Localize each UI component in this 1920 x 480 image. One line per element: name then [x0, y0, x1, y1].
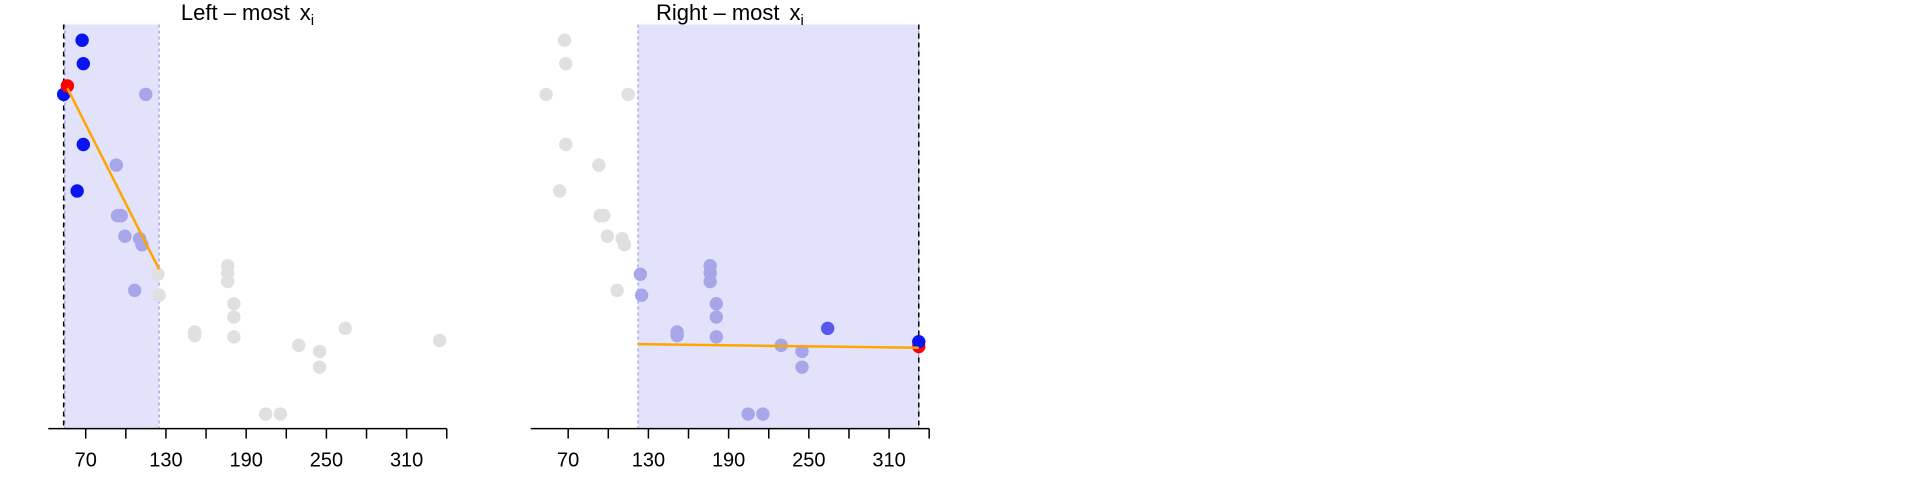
- point: [709, 310, 724, 324]
- x-tick-label: 310: [872, 450, 905, 472]
- point: [539, 87, 553, 102]
- point: [709, 330, 724, 344]
- x-tick-label: 250: [310, 450, 343, 472]
- point: [338, 321, 352, 336]
- x-tick-label: 310: [390, 450, 423, 472]
- fit-line: [66, 87, 161, 270]
- x-tick-label: 70: [557, 450, 579, 472]
- point: [600, 229, 615, 243]
- point: [912, 334, 926, 349]
- point: [151, 267, 165, 281]
- x-tick-label: 250: [792, 450, 825, 472]
- x-tick-label: 130: [149, 450, 182, 472]
- point: [127, 283, 142, 298]
- point: [227, 297, 241, 311]
- point: [221, 274, 235, 289]
- title-text: Right – most: [656, 0, 780, 25]
- point: [76, 56, 91, 71]
- point: [795, 344, 809, 359]
- chart-title: Right – most xi: [656, 0, 804, 29]
- point: [557, 33, 572, 47]
- point: [617, 238, 632, 252]
- point: [432, 333, 447, 348]
- fit-line: [637, 342, 919, 350]
- point: [312, 344, 327, 359]
- x-tick-label: 130: [632, 450, 665, 472]
- point: [741, 407, 755, 421]
- point: [634, 288, 649, 302]
- point: [592, 158, 606, 172]
- point: [552, 184, 567, 198]
- point: [114, 208, 128, 223]
- point: [152, 288, 166, 302]
- point: [227, 310, 241, 324]
- window: [637, 24, 919, 429]
- point: [60, 79, 75, 93]
- point: [621, 87, 635, 102]
- x-tick-label: 70: [75, 450, 97, 472]
- point: [76, 137, 91, 152]
- point: [273, 407, 288, 421]
- title-var: x: [790, 0, 801, 25]
- point: [703, 274, 717, 289]
- point: [227, 330, 241, 344]
- point: [670, 328, 684, 343]
- point: [258, 407, 273, 421]
- x-tick-label: 190: [712, 450, 745, 472]
- point: [139, 87, 153, 102]
- point: [118, 229, 132, 243]
- point: [633, 267, 648, 281]
- point: [709, 297, 724, 311]
- point: [795, 360, 809, 374]
- point: [559, 56, 573, 71]
- title-sub: i: [801, 12, 804, 29]
- title-text: Left – most: [181, 0, 290, 25]
- point: [75, 33, 89, 47]
- chart-title: Left – most xi: [181, 0, 314, 29]
- point: [821, 321, 835, 336]
- point: [187, 328, 202, 343]
- x-tick-label: 190: [229, 450, 262, 472]
- window: [64, 24, 160, 429]
- point: [109, 158, 124, 172]
- point: [312, 360, 327, 374]
- point: [610, 283, 624, 298]
- point: [756, 407, 770, 421]
- title-sub: i: [311, 12, 314, 29]
- point: [292, 338, 306, 353]
- point: [559, 137, 573, 152]
- title-var: x: [300, 0, 311, 25]
- point: [597, 208, 611, 223]
- point: [70, 184, 84, 198]
